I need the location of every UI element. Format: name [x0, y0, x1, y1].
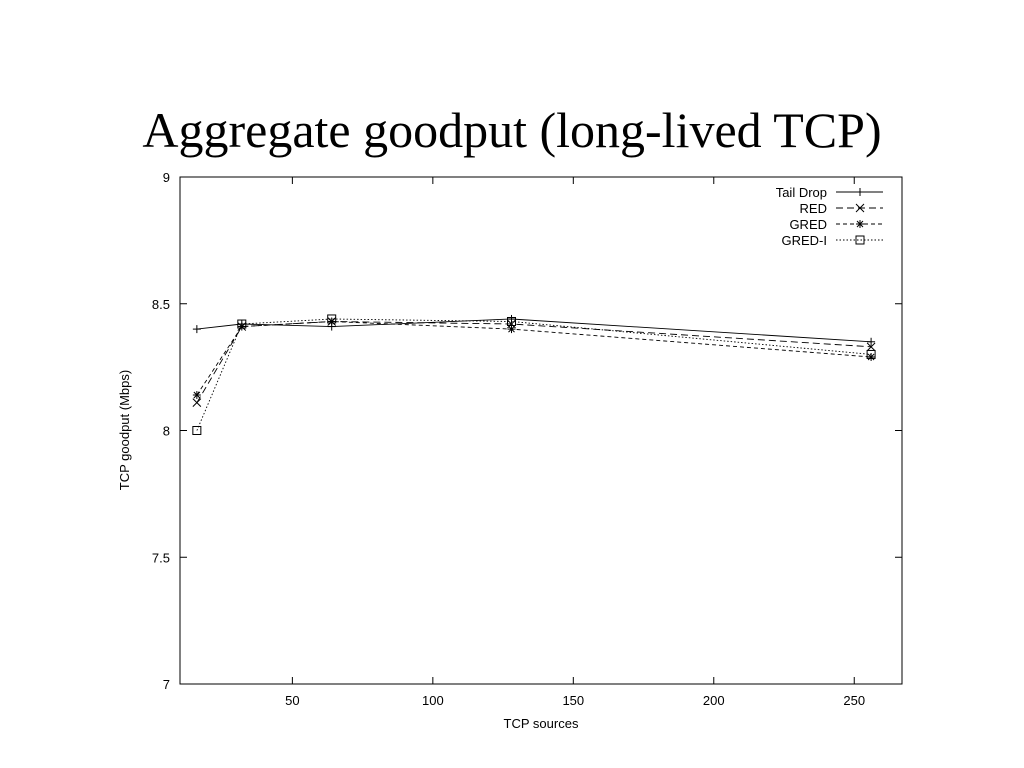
- x-tick-label: 200: [703, 693, 725, 708]
- data-point-gred: [507, 325, 516, 334]
- series-line-gred-i: [196, 318, 872, 431]
- legend-label-gred: GRED: [789, 217, 827, 232]
- plot-frame: [179, 176, 903, 685]
- data-point-gred-i: [192, 426, 202, 435]
- y-tick-label: 7.5: [152, 550, 170, 565]
- legend-marker-gred-i: [855, 235, 865, 245]
- data-point-tail-drop: [192, 325, 201, 334]
- data-point-gred-i: [866, 349, 876, 359]
- legend-label-red: RED: [800, 201, 827, 216]
- data-point-red: [866, 342, 876, 352]
- data-point-gred-i: [507, 316, 517, 326]
- y-tick-label: 8.5: [152, 297, 170, 312]
- legend-marker-gred: [856, 220, 864, 228]
- series-line-red: [196, 321, 872, 403]
- data-point-gred: [192, 391, 201, 400]
- x-tick-label: 250: [843, 693, 865, 708]
- slide-title: Aggregate goodput (long-lived TCP): [142, 102, 882, 158]
- legend-label-gred-i: GRED-I: [782, 233, 828, 248]
- legend-marker-tail-drop: [856, 188, 864, 196]
- x-tick-label: 150: [562, 693, 584, 708]
- x-tick-label: 100: [422, 693, 444, 708]
- series-line-gred: [196, 321, 872, 396]
- x-axis-label: TCP sources: [504, 716, 579, 731]
- data-point-gred: [327, 317, 336, 326]
- y-tick-label: 8: [163, 424, 170, 439]
- data-point-gred-i: [327, 314, 337, 324]
- legend-label-tail-drop: Tail Drop: [776, 185, 827, 200]
- data-point-red: [192, 398, 202, 407]
- data-point-tail-drop: [867, 337, 876, 346]
- data-point-gred-i: [237, 319, 247, 329]
- y-tick-label: 7: [163, 677, 170, 692]
- legend-marker-red: [855, 203, 865, 213]
- y-tick-label: 9: [163, 170, 170, 185]
- x-tick-label: 50: [285, 693, 299, 708]
- y-axis-label: TCP goodput (Mbps): [117, 370, 132, 490]
